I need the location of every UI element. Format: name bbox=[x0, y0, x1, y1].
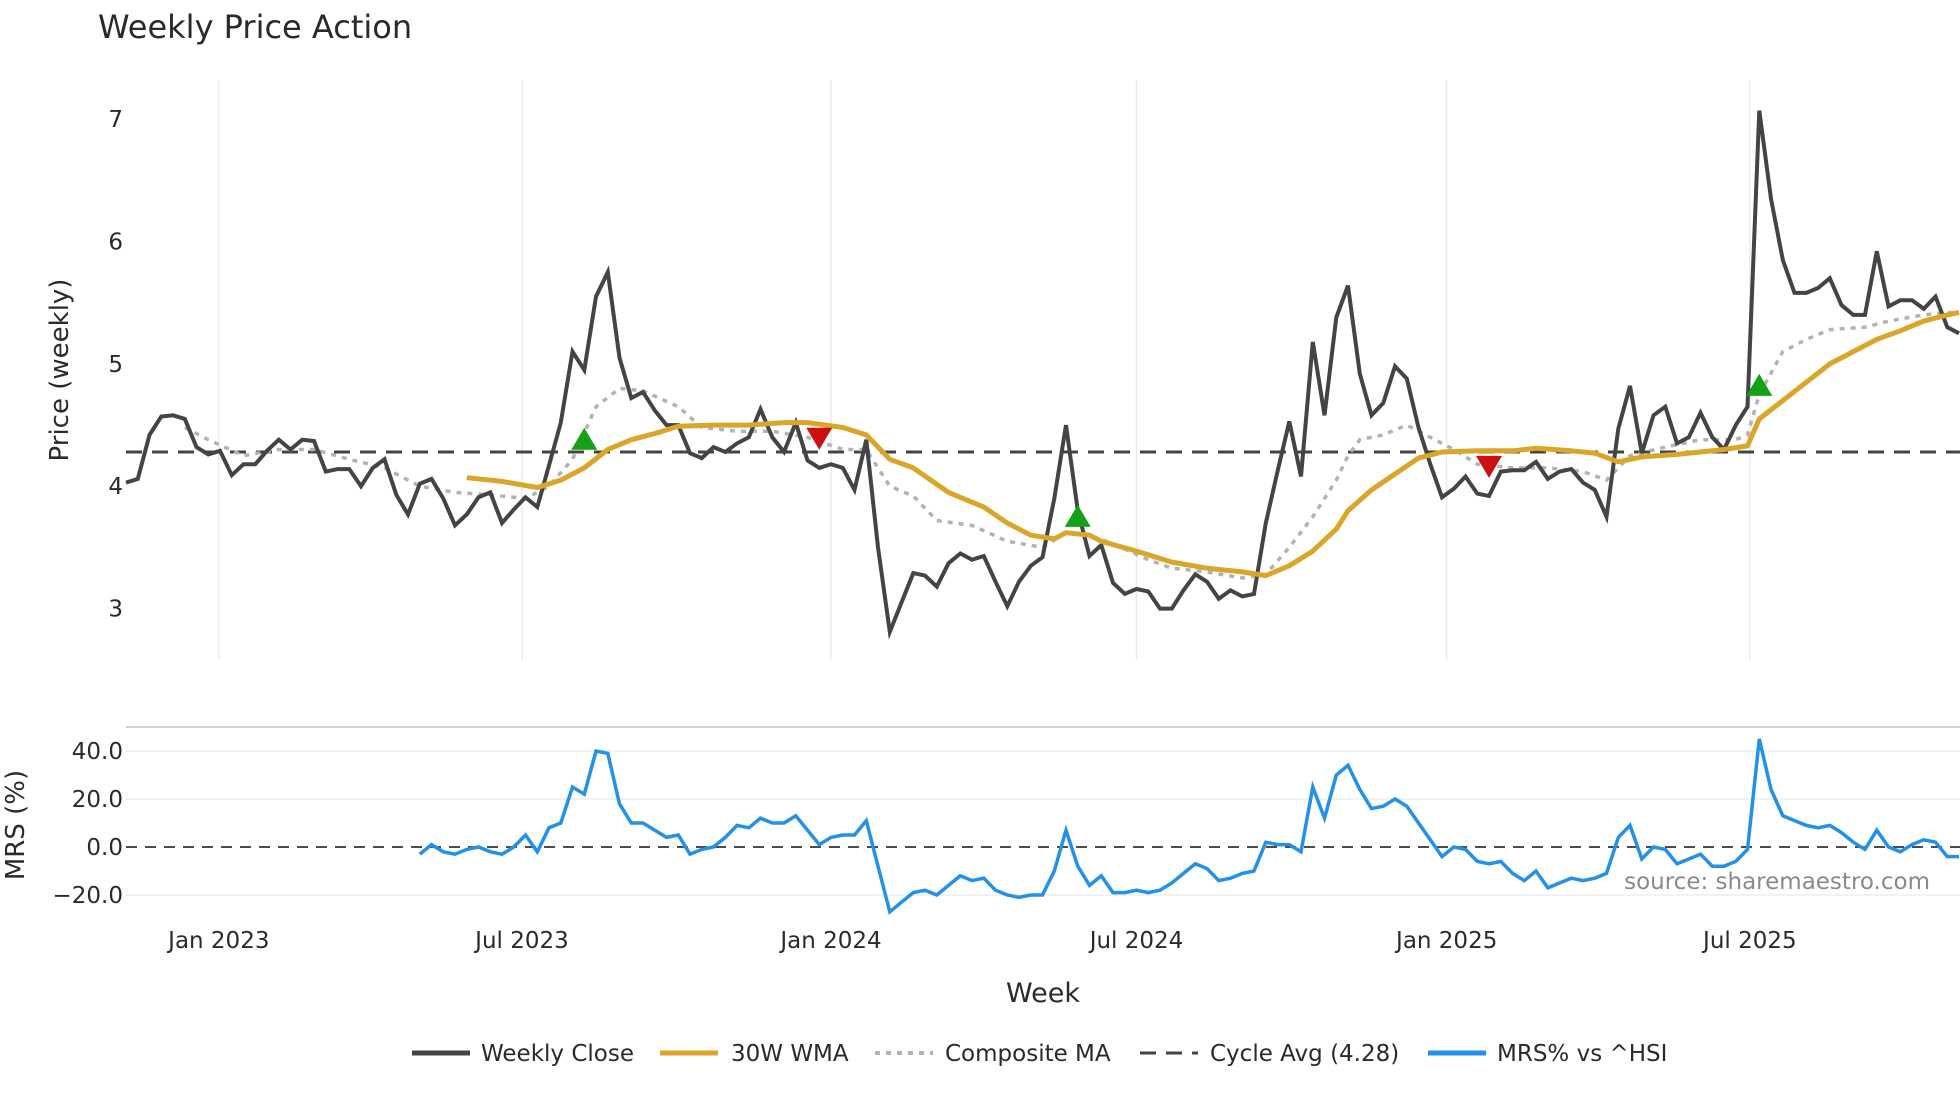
x-tick-label: Jan 2023 bbox=[166, 928, 269, 954]
mrs-y-tick-label: 20.0 bbox=[72, 787, 123, 813]
wma-30w-line bbox=[466, 310, 1960, 579]
price-y-tick-label: 5 bbox=[108, 352, 123, 378]
buy-signal-marker bbox=[571, 427, 598, 450]
sell-signal-marker bbox=[1476, 455, 1502, 478]
x-axis-label: Week bbox=[1006, 978, 1080, 1009]
legend: Weekly Close 30W WMA Composite MA Cycle Avg… bbox=[412, 1041, 1667, 1067]
x-tick-label: Jul 2025 bbox=[1701, 928, 1797, 954]
legend-item-label: Cycle Avg (4.28) bbox=[1210, 1041, 1399, 1067]
price-y-axis-label: Price (weekly) bbox=[45, 279, 75, 462]
chart-title: Weekly Price Action bbox=[98, 8, 412, 46]
axes-layer: Jan 2023 Jul 2023 Jan 2024 Jul 2024 Jan 2025… bbox=[53, 107, 1797, 954]
composite-ma-line bbox=[183, 310, 1959, 580]
mrs-line bbox=[418, 738, 1959, 915]
x-tick-label: Jul 2024 bbox=[1088, 928, 1184, 954]
legend-item-label: Composite MA bbox=[945, 1041, 1111, 1067]
price-y-tick-label: 4 bbox=[108, 474, 123, 500]
weekly-close-line bbox=[125, 110, 1960, 640]
x-tick-label: Jan 2025 bbox=[1394, 928, 1497, 954]
legend-item-label: Weekly Close bbox=[481, 1041, 634, 1067]
sell-signal-marker bbox=[806, 427, 833, 450]
source-annotation: source: sharemaestro.com bbox=[1624, 869, 1930, 895]
x-tick-label: Jan 2024 bbox=[778, 928, 881, 954]
mrs-y-tick-label: 40.0 bbox=[72, 739, 123, 765]
legend-item-label: MRS% vs ^HSI bbox=[1497, 1041, 1667, 1067]
buy-signal-marker bbox=[1064, 504, 1091, 527]
series-layer bbox=[125, 110, 1960, 915]
mrs-y-tick-label: −20.0 bbox=[53, 883, 123, 909]
price-y-tick-label: 7 bbox=[108, 107, 123, 133]
mrs-y-axis-label: MRS (%) bbox=[1, 770, 31, 880]
legend-item-label: 30W WMA bbox=[731, 1041, 849, 1067]
buy-signal-marker bbox=[1746, 373, 1773, 396]
price-y-tick-label: 3 bbox=[108, 597, 123, 623]
price-y-tick-label: 6 bbox=[108, 230, 123, 256]
price-grid bbox=[218, 80, 1751, 660]
x-tick-label: Jul 2023 bbox=[473, 928, 569, 954]
mrs-y-tick-label: 0.0 bbox=[86, 835, 123, 861]
